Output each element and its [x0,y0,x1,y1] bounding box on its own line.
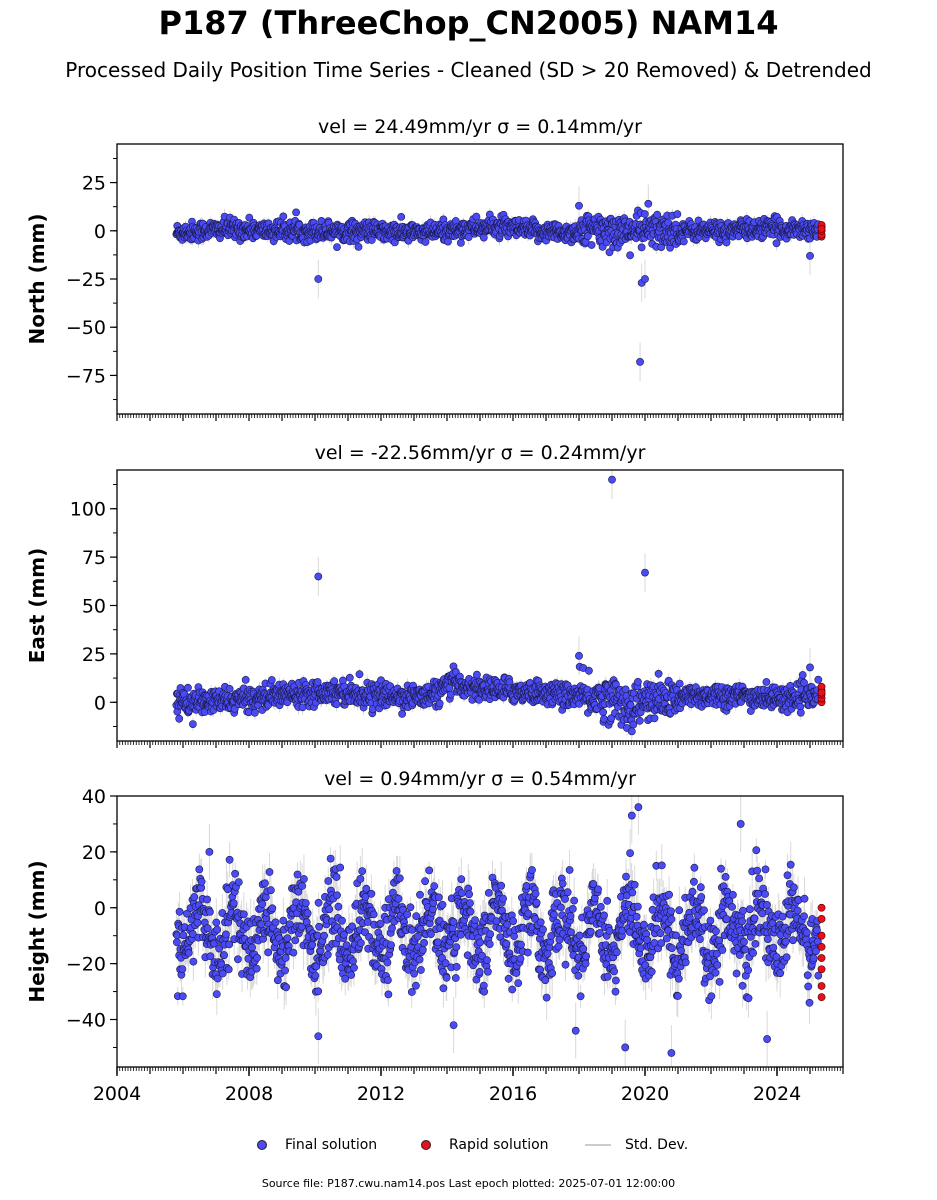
final-point [333,243,341,251]
final-point-outlier [314,275,323,283]
final-point [183,683,192,692]
axes-frame-1 [116,143,844,415]
final-points-1 [172,199,823,366]
final-point-outlier [641,275,649,283]
y-tick-label: 25 [82,173,106,195]
final-point [267,676,276,684]
final-point [330,677,339,686]
final-point [722,238,731,247]
rapid-point [817,224,826,233]
rapid-points-1 [817,221,826,241]
final-point [313,678,322,686]
final-point [354,242,363,251]
final-point [637,243,646,252]
chart-subtitle: Processed Daily Position Time Series - C… [65,58,872,82]
y-tick-label: −25 [66,269,106,291]
final-points-2 [172,475,823,736]
y-axis-label-1: North (mm) [25,213,49,344]
plot-area-2 [172,470,826,741]
final-point [279,212,288,221]
final-point [250,708,259,717]
y-tick-label: −50 [66,317,106,339]
final-point [397,212,406,221]
final-point [188,720,197,728]
panel-title-1: vel = 24.49mm/yr σ = 0.14mm/yr [318,116,642,138]
chart-panel-1: 25 0 −25 −50 −75 vel = 24.49mm/yr σ = 0.14mm/… [25,116,844,421]
final-point [456,238,465,247]
final-point [175,714,184,723]
final-point [626,251,634,260]
final-point [772,239,781,248]
final-point [241,676,250,684]
final-point [345,673,354,682]
final-point [298,703,307,712]
final-point [673,210,682,218]
final-point [472,212,481,221]
final-point [679,237,688,246]
final-point-outlier [575,201,583,210]
final-point-outlier [644,199,653,208]
final-point [421,238,430,246]
final-point [225,685,234,693]
final-point [584,232,592,241]
chart-title: P187 (ThreeChop_CN2005) NAM14 [158,4,779,42]
y-tick-label: 0 [94,221,106,243]
final-point [292,208,300,217]
final-point [245,213,254,222]
plot-area-1 [172,184,826,382]
final-point [355,670,364,679]
y-tick-label: −75 [66,365,106,387]
final-point [587,241,596,249]
final-point [653,210,662,219]
final-point-outlier [636,358,644,366]
final-point [444,237,452,246]
final-point-outlier [806,251,814,260]
final-point [640,210,649,218]
std-dev-bars-1 [175,184,819,382]
final-point [332,700,341,709]
